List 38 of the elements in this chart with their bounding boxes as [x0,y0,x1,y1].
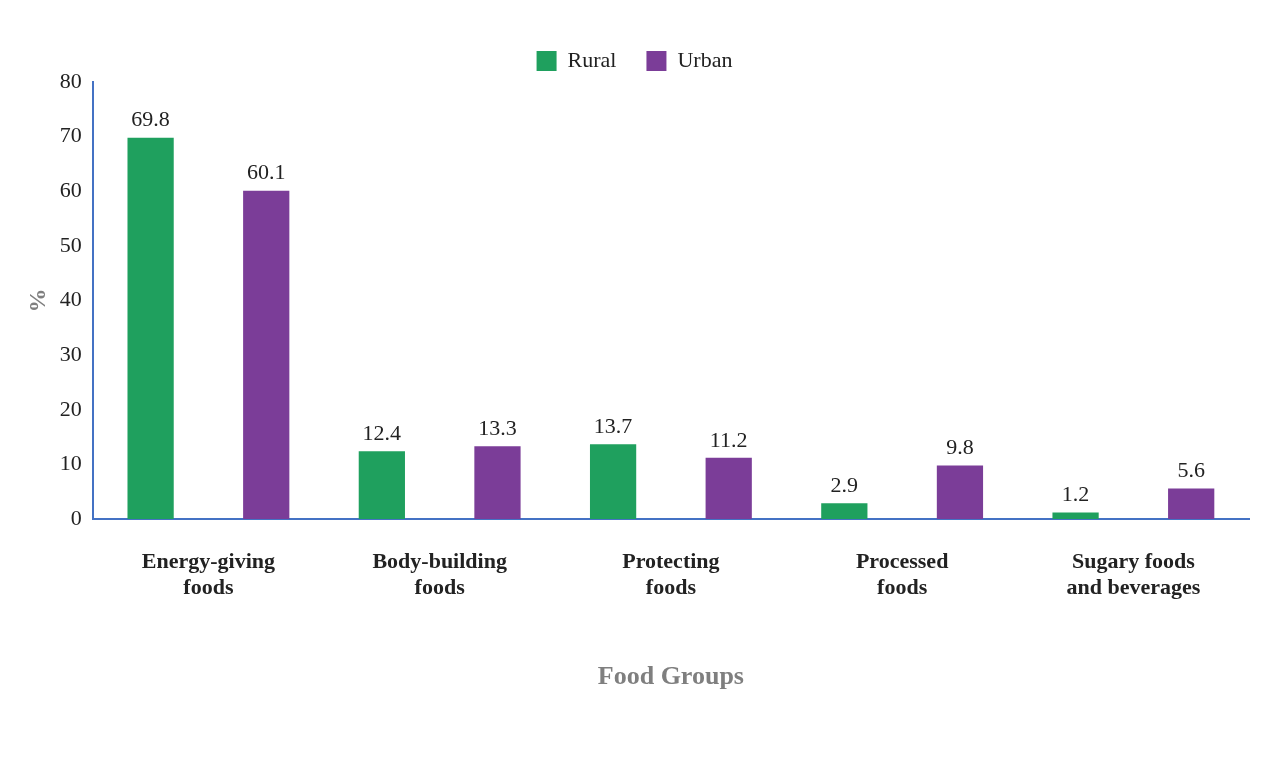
x-tick-label: Body-building foods [372,547,507,600]
y-tick-label: 20 [59,395,82,421]
data-label: 12.4 [362,420,402,446]
y-tick-label: 0 [70,504,82,530]
data-label: 11.2 [709,426,748,452]
x-tick-label: Processed foods [855,547,949,600]
y-tick-label: 10 [59,450,82,476]
y-tick-label: 80 [59,67,82,93]
bar [1168,488,1215,519]
bar [821,503,868,519]
y-tick-label: 40 [59,286,82,312]
data-label: 1.2 [1061,481,1090,507]
x-axis-title: Food Groups [597,661,744,691]
bar [936,465,984,519]
y-tick-label: 70 [59,122,82,148]
y-axis-title: % [23,288,50,313]
bar [1052,512,1099,519]
legend-label: Urban [677,46,733,72]
data-label: 9.8 [946,434,974,460]
data-label: 5.6 [1177,457,1205,483]
x-tick-label: Energy-giving foods [141,547,276,600]
bar [127,137,174,519]
data-label: 69.8 [131,106,170,132]
bar [705,457,752,519]
legend-label: Rural [567,46,617,72]
bar [243,190,290,519]
bar [474,446,521,519]
data-label: 2.9 [830,471,859,497]
bar [589,444,637,519]
bar [358,451,405,519]
data-label: 13.3 [478,415,517,441]
data-label: 60.1 [246,159,286,185]
y-tick-label: 60 [59,177,82,203]
data-label: 13.7 [593,412,633,438]
y-tick-label: 50 [59,231,82,257]
x-tick-label: Protecting foods [622,547,720,600]
x-tick-label: Sugary foods and beverages [1066,547,1201,600]
y-tick-label: 30 [59,340,82,366]
